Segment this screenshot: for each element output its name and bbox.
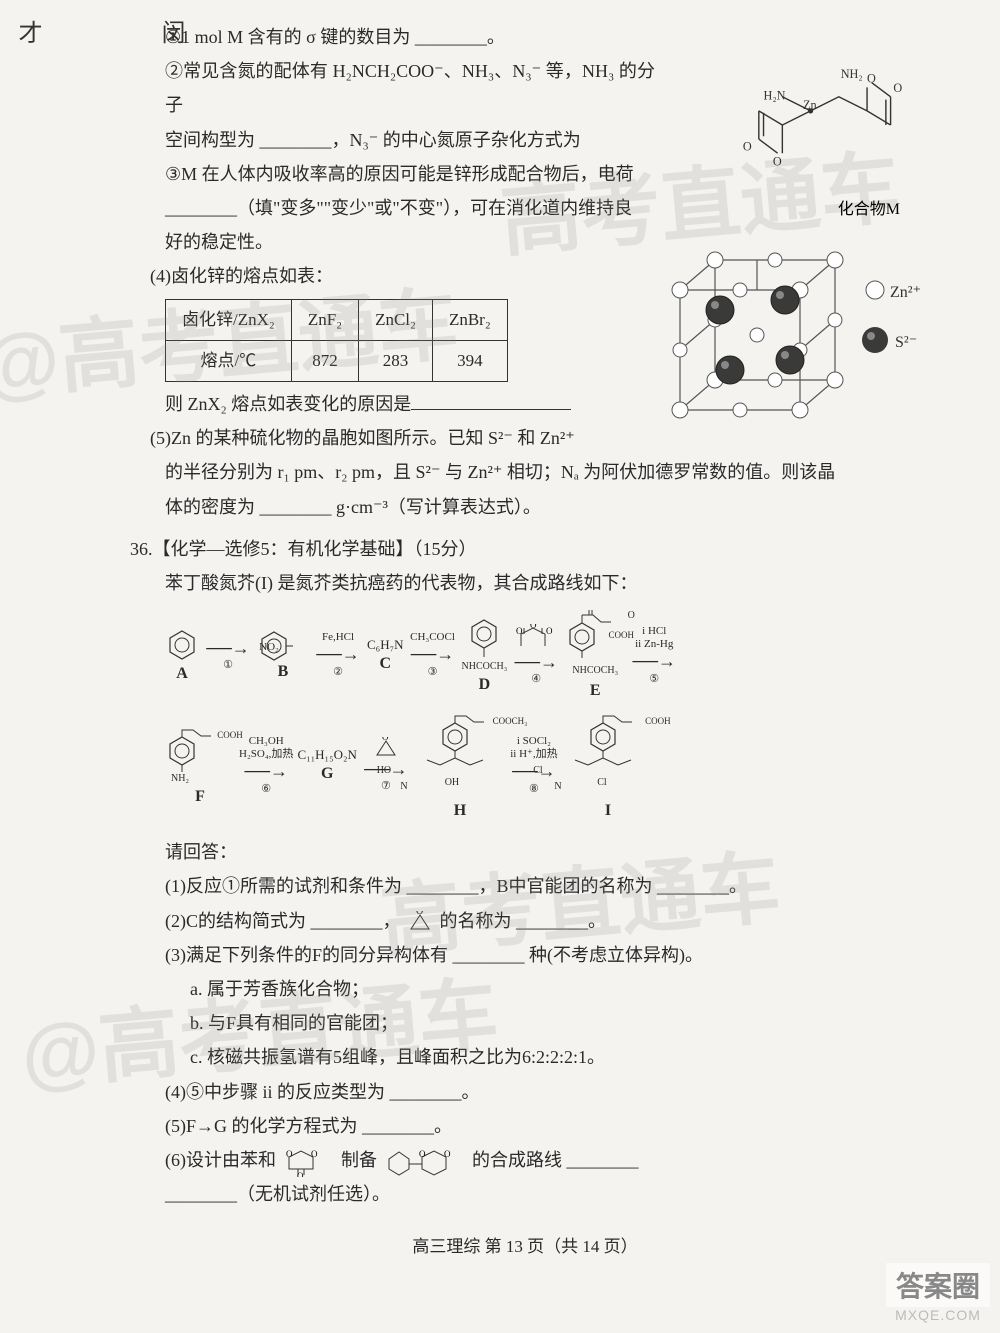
q-absorption-2: ________（填"变多""变少"或"不变"），可在消化道内维持良 xyxy=(165,191,655,225)
q-absorption-1: ③M 在人体内吸收率高的原因可能是锌形成配合物后，电荷 xyxy=(165,157,655,191)
q-nitrogen-ligand-2: 空间构型为 ________，N₃⁻ 的中心氮原子杂化方式为 xyxy=(165,123,655,157)
sub-q3a: a. 属于芳香族化合物； xyxy=(190,972,920,1006)
q36-intro: 苯丁酸氮芥(I) 是氮芥类抗癌药的代表物，其合成路线如下： xyxy=(165,566,920,600)
sub-q6: (6)设计由苯和 OOO 制备 OO 的合成路线 ________ xyxy=(165,1143,920,1177)
sub-q5: (5)F→G 的化学方程式为 ________。 xyxy=(165,1109,920,1143)
answer-prompt: 请回答： xyxy=(165,835,920,869)
q36-title: 36.【化学—选修5：有机化学基础】（15分） xyxy=(130,532,920,566)
table-row: 卤化锌/ZnX₂ ZnF₂ ZnCl₂ ZnBr₂ xyxy=(166,299,508,340)
svg-text:O: O xyxy=(311,1149,318,1159)
svg-text:O: O xyxy=(743,139,752,153)
sub-q3b: b. 与F具有相同的官能团； xyxy=(190,1006,920,1040)
svg-text:Zn²⁺: Zn²⁺ xyxy=(890,284,921,301)
svg-text:O: O xyxy=(416,911,423,917)
svg-text:O: O xyxy=(444,1149,451,1159)
brand-watermark: 答案圈 MXQE.COM xyxy=(886,1263,990,1323)
melting-point-table: 卤化锌/ZnX₂ ZnF₂ ZnCl₂ ZnBr₂ 熔点/℃ 872 283 3… xyxy=(165,299,508,383)
svg-text:O: O xyxy=(286,1149,293,1159)
q-absorption-3: 好的稳定性。 xyxy=(165,225,655,259)
crystal-structure: Zn²⁺ S²⁻ xyxy=(660,235,940,425)
compound-m-structure: NH₂ O O O O H₂N Zn xyxy=(720,45,920,205)
sub-q3c: c. 核磁共振氢谱有5组峰，且峰面积之比为6:2:2:2:1。 xyxy=(190,1040,920,1074)
svg-text:O: O xyxy=(297,1171,304,1177)
svg-text:O: O xyxy=(867,72,876,86)
svg-text:O: O xyxy=(516,626,523,636)
svg-text:S²⁻: S²⁻ xyxy=(895,334,917,351)
sub-q6d: ________（无机试剂任选）。 xyxy=(165,1177,920,1211)
q5-line3: 体的密度为 ________ g·cm⁻³（写计算表达式）。 xyxy=(165,490,920,524)
q-sigma-bond: ①1 mol M 含有的 σ 键的数目为 ________。 xyxy=(165,20,655,54)
sub-q1: (1)反应①所需的试剂和条件为 ________，B中官能团的名称为 _____… xyxy=(165,869,920,903)
compound-label: 化合物M xyxy=(838,195,900,219)
sub-q3: (3)满足下列条件的F的同分异构体有 ________ 种(不考虑立体异构)。 xyxy=(165,938,920,972)
sub-q2: (2)C的结构简式为 ________， O 的名称为 ________。 xyxy=(165,904,920,938)
svg-text:O: O xyxy=(773,154,782,168)
svg-text:O: O xyxy=(893,81,902,95)
page-footer: 高三理综 第 13 页（共 14 页） xyxy=(130,1231,920,1263)
svg-text:O: O xyxy=(530,624,537,630)
sub-q4: (4)⑤中步骤 ii 的反应类型为 ________。 xyxy=(165,1075,920,1109)
q5-line2: 的半径分别为 r₁ pm、r₂ pm，且 S²⁻ 与 Zn²⁺ 相切；Nₐ 为阿… xyxy=(165,455,920,489)
svg-text:O: O xyxy=(546,626,553,636)
q4-conclusion: 则 ZnX₂ 熔点如表变化的原因是 xyxy=(165,387,655,421)
svg-text:O: O xyxy=(382,737,389,742)
svg-text:Zn: Zn xyxy=(803,98,817,112)
svg-text:H₂N: H₂N xyxy=(764,89,786,103)
q-nitrogen-ligand-1: ②常见含氮的配体有 H₂NCH₂COO⁻、NH₃、N₃⁻ 等，NH₃ 的分子 xyxy=(165,54,655,122)
q5-line1: (5)Zn 的某种硫化物的晶胞如图所示。已知 S²⁻ 和 Zn²⁺ xyxy=(150,421,640,455)
synthesis-route-row1: A ──→① NO₂ B Fe,HCl──→② C₆H₇NC CH₃COCl──… xyxy=(165,610,920,700)
synthesis-route-row2: COOH NH₂ F CH₃OHH₂SO₄,加热──→⑥ C₁₁H₁₅O₂NG … xyxy=(165,710,920,820)
svg-text:O: O xyxy=(419,1149,426,1159)
left-margin-text: 闵 才 xyxy=(10,20,188,44)
svg-text:NH₂: NH₂ xyxy=(841,67,863,81)
table-row: 熔点/℃ 872 283 394 xyxy=(166,340,508,381)
